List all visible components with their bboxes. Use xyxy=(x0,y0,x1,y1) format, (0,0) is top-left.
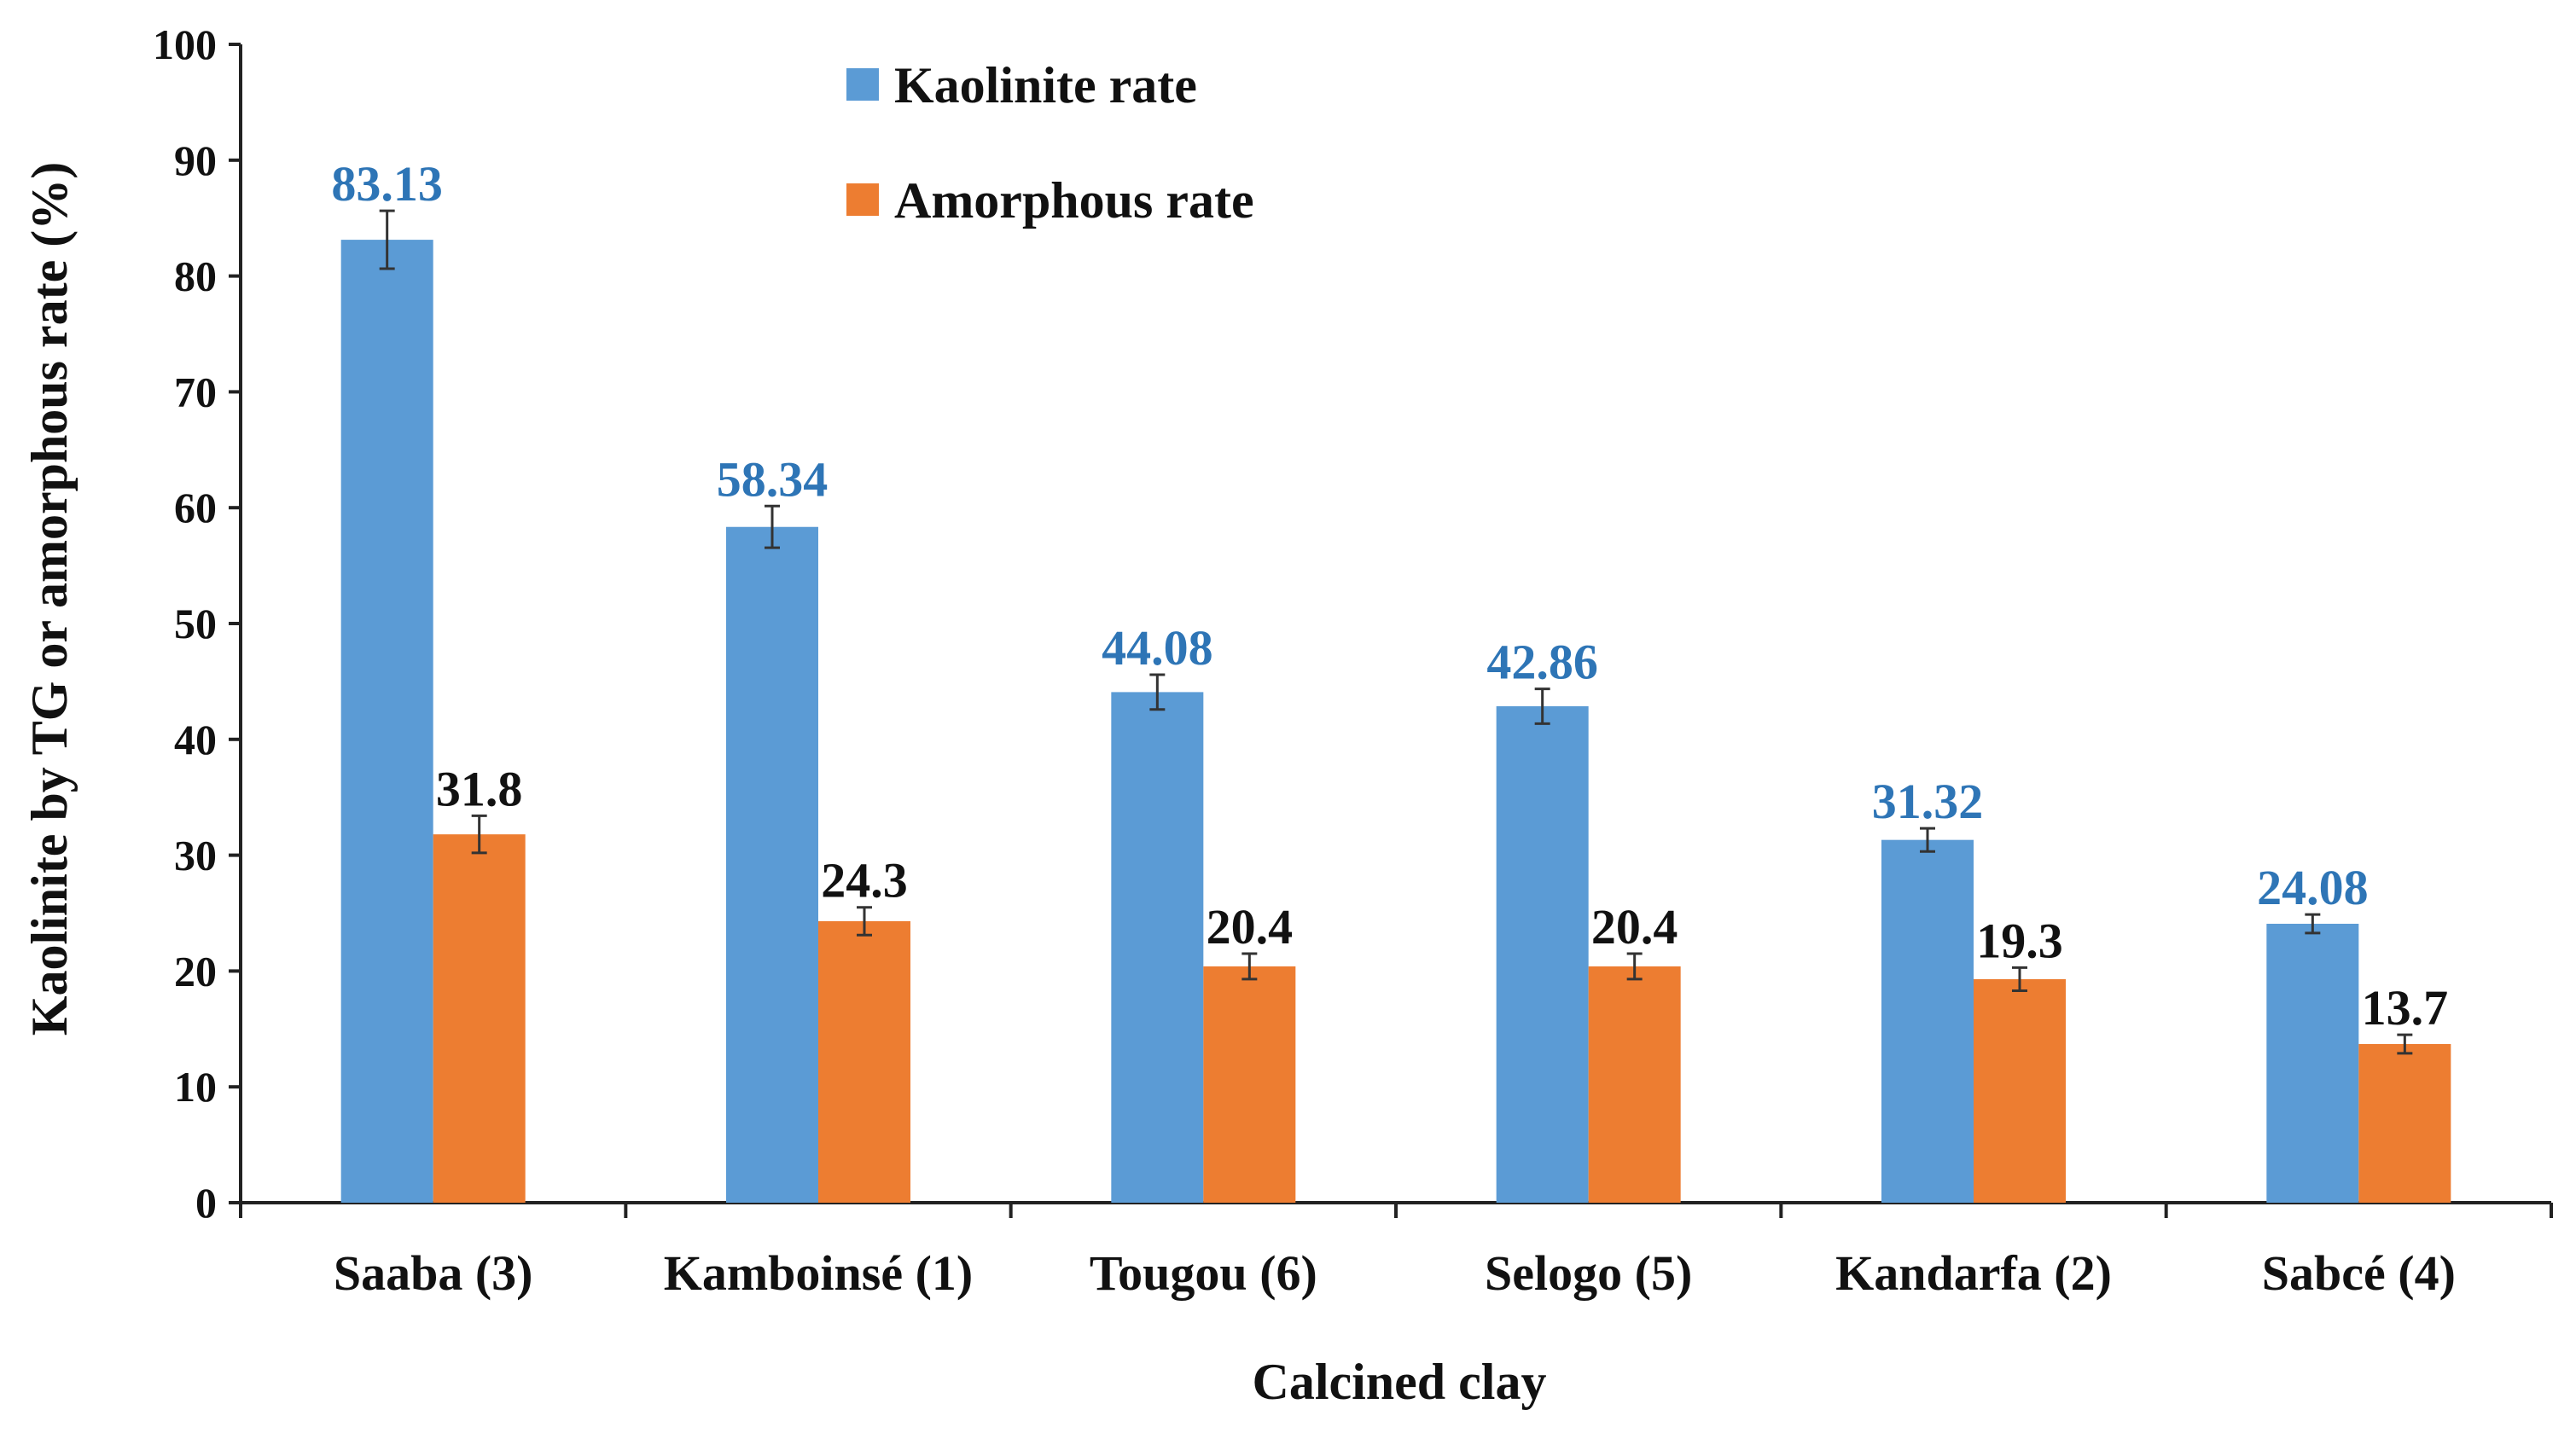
y-tick-label: 90 xyxy=(174,136,217,184)
y-axis-title: Kaolinite by TG or amorphous rate (%) xyxy=(21,162,78,1036)
x-category-label: Saaba (3) xyxy=(334,1245,533,1301)
y-axis-title-group: Kaolinite by TG or amorphous rate (%) xyxy=(21,162,78,1036)
y-tick-label: 100 xyxy=(153,20,217,68)
data-label-kaolinite: 58.34 xyxy=(717,451,829,507)
data-label-amorphous: 31.8 xyxy=(436,761,523,816)
data-label-amorphous: 19.3 xyxy=(1976,913,2063,968)
bar-amorphous xyxy=(433,834,526,1203)
x-category-label: Kamboinsé (1) xyxy=(664,1245,974,1301)
bar-amorphous xyxy=(1203,966,1296,1203)
y-tick-label: 10 xyxy=(174,1063,217,1111)
legend-label-kaolinite: Kaolinite rate xyxy=(894,57,1197,113)
data-label-kaolinite: 44.08 xyxy=(1102,620,1213,676)
bar-kaolinite xyxy=(1881,839,1974,1203)
bar-kaolinite xyxy=(1496,705,1589,1203)
x-category-label: Tougou (6) xyxy=(1090,1245,1317,1301)
y-tick-label: 70 xyxy=(174,368,217,415)
bar-kaolinite xyxy=(2266,923,2359,1203)
bar-amorphous xyxy=(818,921,910,1203)
x-category-label: Selogo (5) xyxy=(1485,1245,1692,1301)
data-label-amorphous: 20.4 xyxy=(1207,899,1294,954)
y-tick-label: 80 xyxy=(174,252,217,300)
y-tick-label: 0 xyxy=(195,1179,217,1227)
bar-kaolinite xyxy=(340,240,433,1203)
data-label-amorphous: 20.4 xyxy=(1591,899,1678,954)
legend: Kaolinite rate Amorphous rate xyxy=(846,57,1254,229)
legend-swatch-kaolinite xyxy=(846,68,879,101)
y-tick-label: 20 xyxy=(174,947,217,995)
bar-kaolinite xyxy=(1111,692,1204,1203)
y-tick-label: 30 xyxy=(174,832,217,879)
plot-area: 0 10 20 30 40 50 60 70 80 90 100 83.13 31.8 Saaba (3)… xyxy=(153,20,2553,1301)
y-tick-label: 60 xyxy=(174,484,217,531)
legend-label-amorphous: Amorphous rate xyxy=(894,172,1254,229)
data-label-kaolinite: 31.32 xyxy=(1872,774,1984,829)
legend-swatch-amorphous xyxy=(846,183,879,216)
data-label-kaolinite: 24.08 xyxy=(2257,860,2369,915)
bar-amorphous xyxy=(1588,966,1681,1203)
x-category-label: Kandarfa (2) xyxy=(1835,1245,2112,1301)
data-label-kaolinite: 83.13 xyxy=(331,156,443,212)
bar-amorphous xyxy=(2358,1043,2451,1203)
data-label-amorphous: 24.3 xyxy=(821,853,908,908)
data-label-kaolinite: 42.86 xyxy=(1486,635,1598,690)
x-axis-title: Calcined clay xyxy=(1253,1354,1547,1410)
y-tick-label: 50 xyxy=(174,600,217,647)
bar-kaolinite xyxy=(726,526,818,1203)
data-label-amorphous: 13.7 xyxy=(2362,980,2449,1036)
x-category-label: Sabcé (4) xyxy=(2262,1245,2456,1301)
y-tick-label: 40 xyxy=(174,716,217,763)
bar-amorphous xyxy=(1974,978,2066,1203)
